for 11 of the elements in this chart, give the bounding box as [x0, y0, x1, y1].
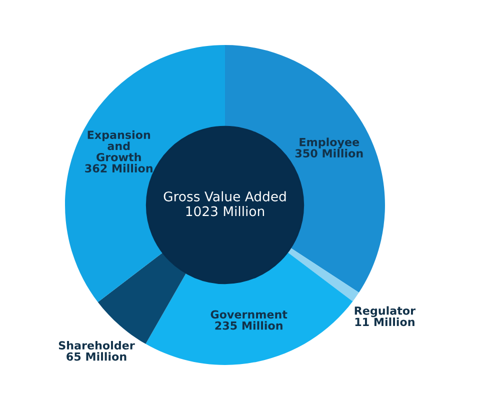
- data-label: 362 Million: [85, 164, 152, 173]
- text: Gross Value Added 1023 Million: [164, 191, 286, 216]
- data-label: 350 Million: [295, 148, 363, 158]
- slice-label: Shareholder: [58, 340, 135, 350]
- slice-label: Regulator: [354, 306, 416, 318]
- data-label: 235 Million: [215, 321, 282, 330]
- data-label: 65 Million: [66, 352, 126, 361]
- data-label: 11 Million: [355, 318, 414, 326]
- slice-label: Government: [210, 310, 288, 319]
- slice-label: Expansion and Growth: [88, 130, 150, 162]
- slice-label: Employee: [300, 138, 360, 148]
